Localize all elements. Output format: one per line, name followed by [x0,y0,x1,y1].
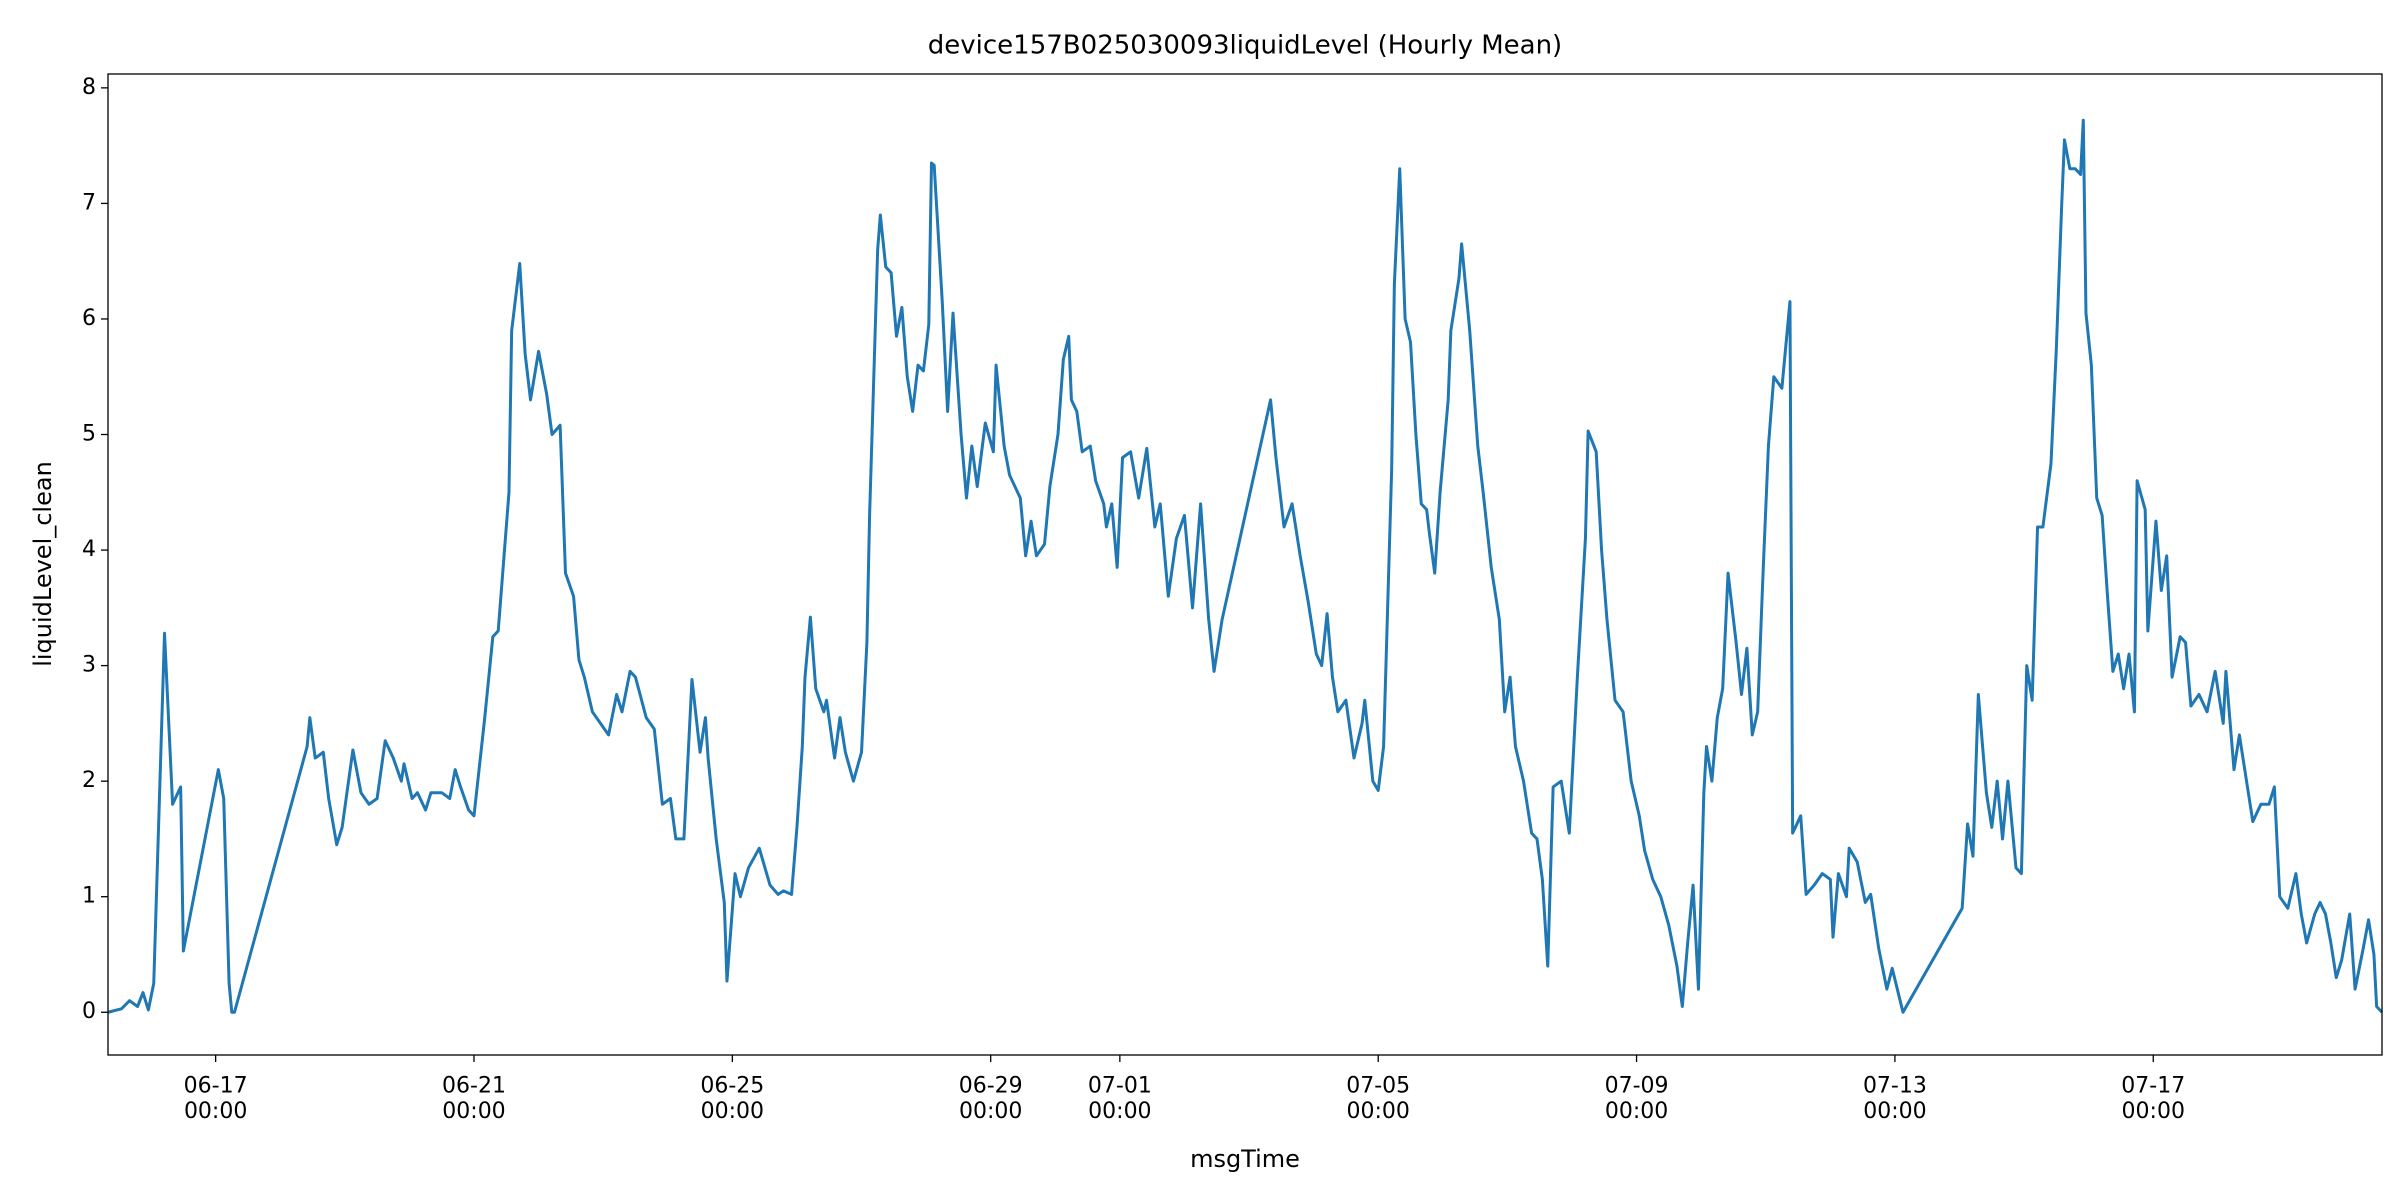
y-tick-label: 2 [82,768,96,793]
y-tick-label: 3 [82,653,96,678]
y-tick-label: 7 [82,190,96,215]
x-tick-label: 06-21 00:00 [442,1074,506,1124]
x-tick-label: 07-09 00:00 [1605,1074,1669,1124]
y-tick-label: 0 [82,999,96,1024]
x-tick-label: 07-01 00:00 [1088,1074,1152,1124]
x-tick-label: 06-17 00:00 [184,1074,248,1124]
data-line [107,118,2384,1014]
x-tick-label: 07-17 00:00 [2121,1074,2185,1124]
y-tick-label: 1 [82,884,96,909]
x-tick-label: 07-05 00:00 [1346,1074,1410,1124]
y-axis-label: liquidLevel_clean [29,461,57,667]
x-axis-label: msgTime [1190,1145,1300,1173]
x-tick-label: 06-25 00:00 [700,1074,764,1124]
y-tick-label: 6 [82,306,96,331]
y-tick-label: 5 [82,422,96,447]
chart-title: device157B025030093liquidLevel (Hourly M… [928,31,1562,61]
y-tick-label: 8 [82,75,96,100]
y-tick-label: 4 [82,537,96,562]
plot-frame [107,73,2383,1056]
x-tick-label: 07-13 00:00 [1863,1074,1927,1124]
x-tick-label: 06-29 00:00 [959,1074,1023,1124]
